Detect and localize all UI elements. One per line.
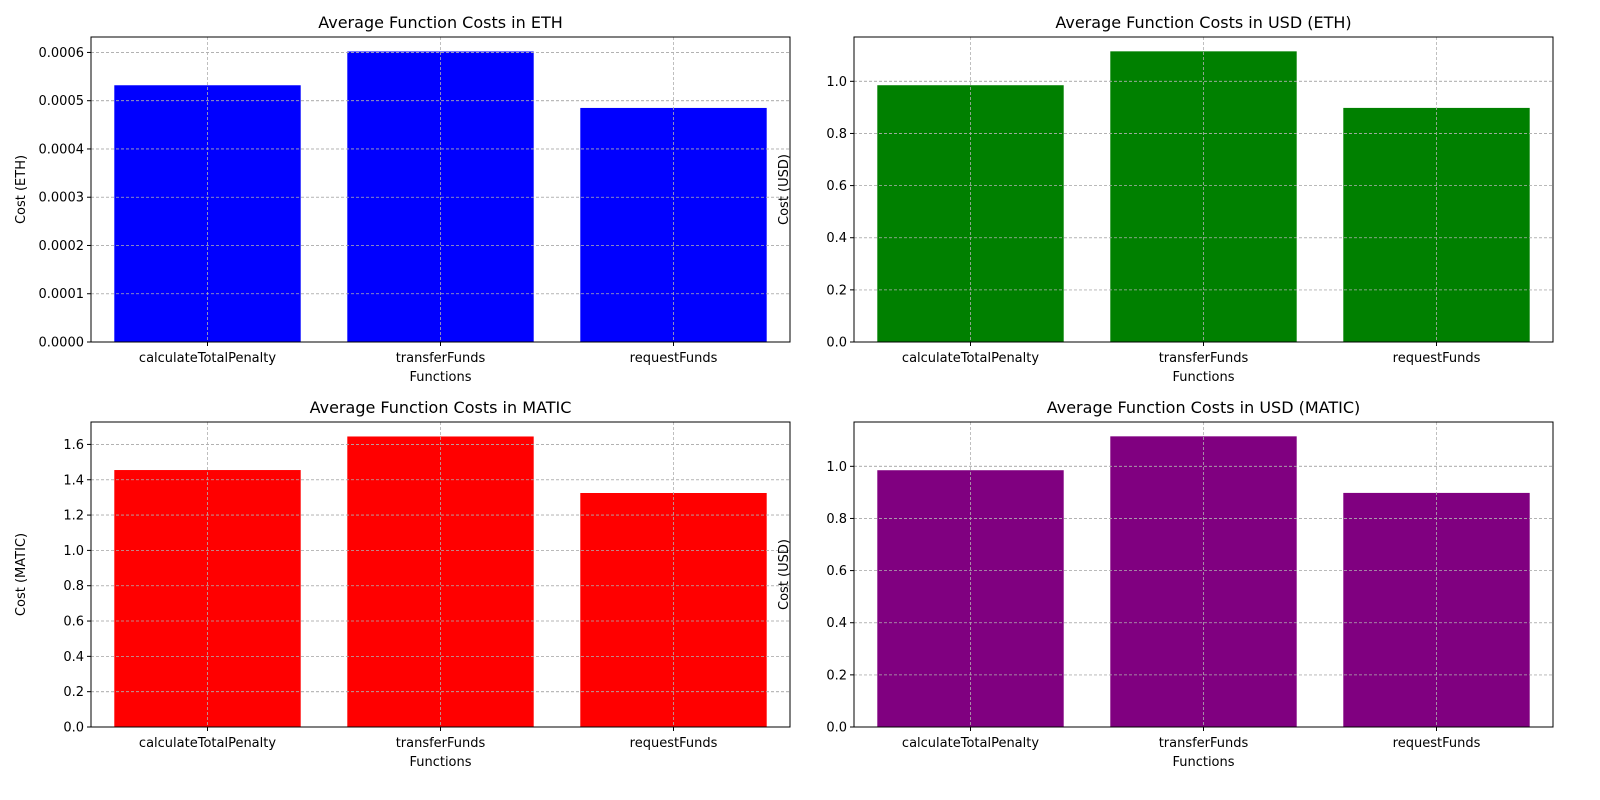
y-tick-label: 0.8 (63, 579, 84, 594)
chart-title: Average Function Costs in USD (ETH) (1055, 13, 1351, 32)
x-tick-label: transferFunds (1159, 736, 1249, 751)
y-tick-label: 0.0003 (39, 191, 85, 206)
x-tick-label: requestFunds (1393, 736, 1481, 751)
x-axis-label: Functions (409, 755, 471, 770)
y-axis-label: Cost (USD) (777, 154, 792, 225)
x-tick-label: requestFunds (1393, 351, 1481, 366)
y-tick-label: 0.6 (826, 564, 847, 579)
x-tick-label: requestFunds (630, 736, 718, 751)
y-tick-label: 1.0 (63, 544, 84, 559)
x-axis-label: Functions (409, 370, 471, 385)
y-tick-label: 0.0 (63, 721, 84, 736)
chart-panel-3: Average Function Costs in MATIC 0.0 0.2 0.4… (14, 398, 791, 770)
y-tick-label: 0.0 (826, 336, 847, 351)
x-tick-label: transferFunds (396, 736, 486, 751)
chart-panel-4: Average Function Costs in USD (MATIC) 0.0… (777, 398, 1554, 770)
y-tick-label: 0.0 (826, 721, 847, 736)
chart-title: Average Function Costs in MATIC (310, 398, 572, 417)
x-tick-label: calculateTotalPenalty (139, 351, 276, 366)
y-tick-label: 0.2 (63, 685, 84, 700)
y-tick-label: 1.0 (826, 75, 847, 90)
y-tick-label: 0.6 (826, 179, 847, 194)
y-tick-label: 0.2 (826, 668, 847, 683)
x-tick-label: calculateTotalPenalty (902, 351, 1039, 366)
y-axis-label: Cost (USD) (777, 539, 792, 610)
y-tick-label: 0.0002 (39, 239, 85, 254)
y-tick-label: 0.2 (826, 283, 847, 298)
x-tick-label: calculateTotalPenalty (139, 736, 276, 751)
x-tick-label: transferFunds (1159, 351, 1249, 366)
chart-panel-2: Average Function Costs in USD (ETH) 0.0 0.… (777, 13, 1554, 385)
y-tick-label: 0.6 (63, 615, 84, 630)
chart-title: Average Function Costs in USD (MATIC) (1047, 398, 1361, 417)
y-tick-label: 0.8 (826, 127, 847, 142)
chart-title: Average Function Costs in ETH (318, 13, 563, 32)
y-tick-label: 0.0000 (39, 336, 85, 351)
x-axis-label: Functions (1172, 370, 1234, 385)
x-tick-label: requestFunds (630, 351, 718, 366)
y-tick-label: 0.0006 (39, 46, 85, 61)
y-tick-label: 1.6 (63, 438, 84, 453)
y-tick-label: 0.0004 (39, 142, 85, 157)
y-tick-label: 0.4 (826, 616, 847, 631)
y-axis-label: Cost (ETH) (14, 155, 29, 224)
y-tick-label: 0.0005 (39, 94, 85, 109)
y-tick-label: 0.0001 (39, 287, 85, 302)
y-tick-label: 0.8 (826, 512, 847, 527)
y-tick-label: 0.4 (63, 650, 84, 665)
chart-panel-1: Average Function Costs in ETH 0.0000 0.000… (14, 13, 791, 385)
y-tick-label: 1.2 (63, 509, 84, 524)
y-axis-label: Cost (MATIC) (14, 533, 29, 616)
y-tick-label: 0.4 (826, 231, 847, 246)
y-tick-label: 1.0 (826, 460, 847, 475)
x-tick-label: calculateTotalPenalty (902, 736, 1039, 751)
y-tick-label: 1.4 (63, 473, 84, 488)
x-axis-label: Functions (1172, 755, 1234, 770)
x-tick-label: transferFunds (396, 351, 486, 366)
